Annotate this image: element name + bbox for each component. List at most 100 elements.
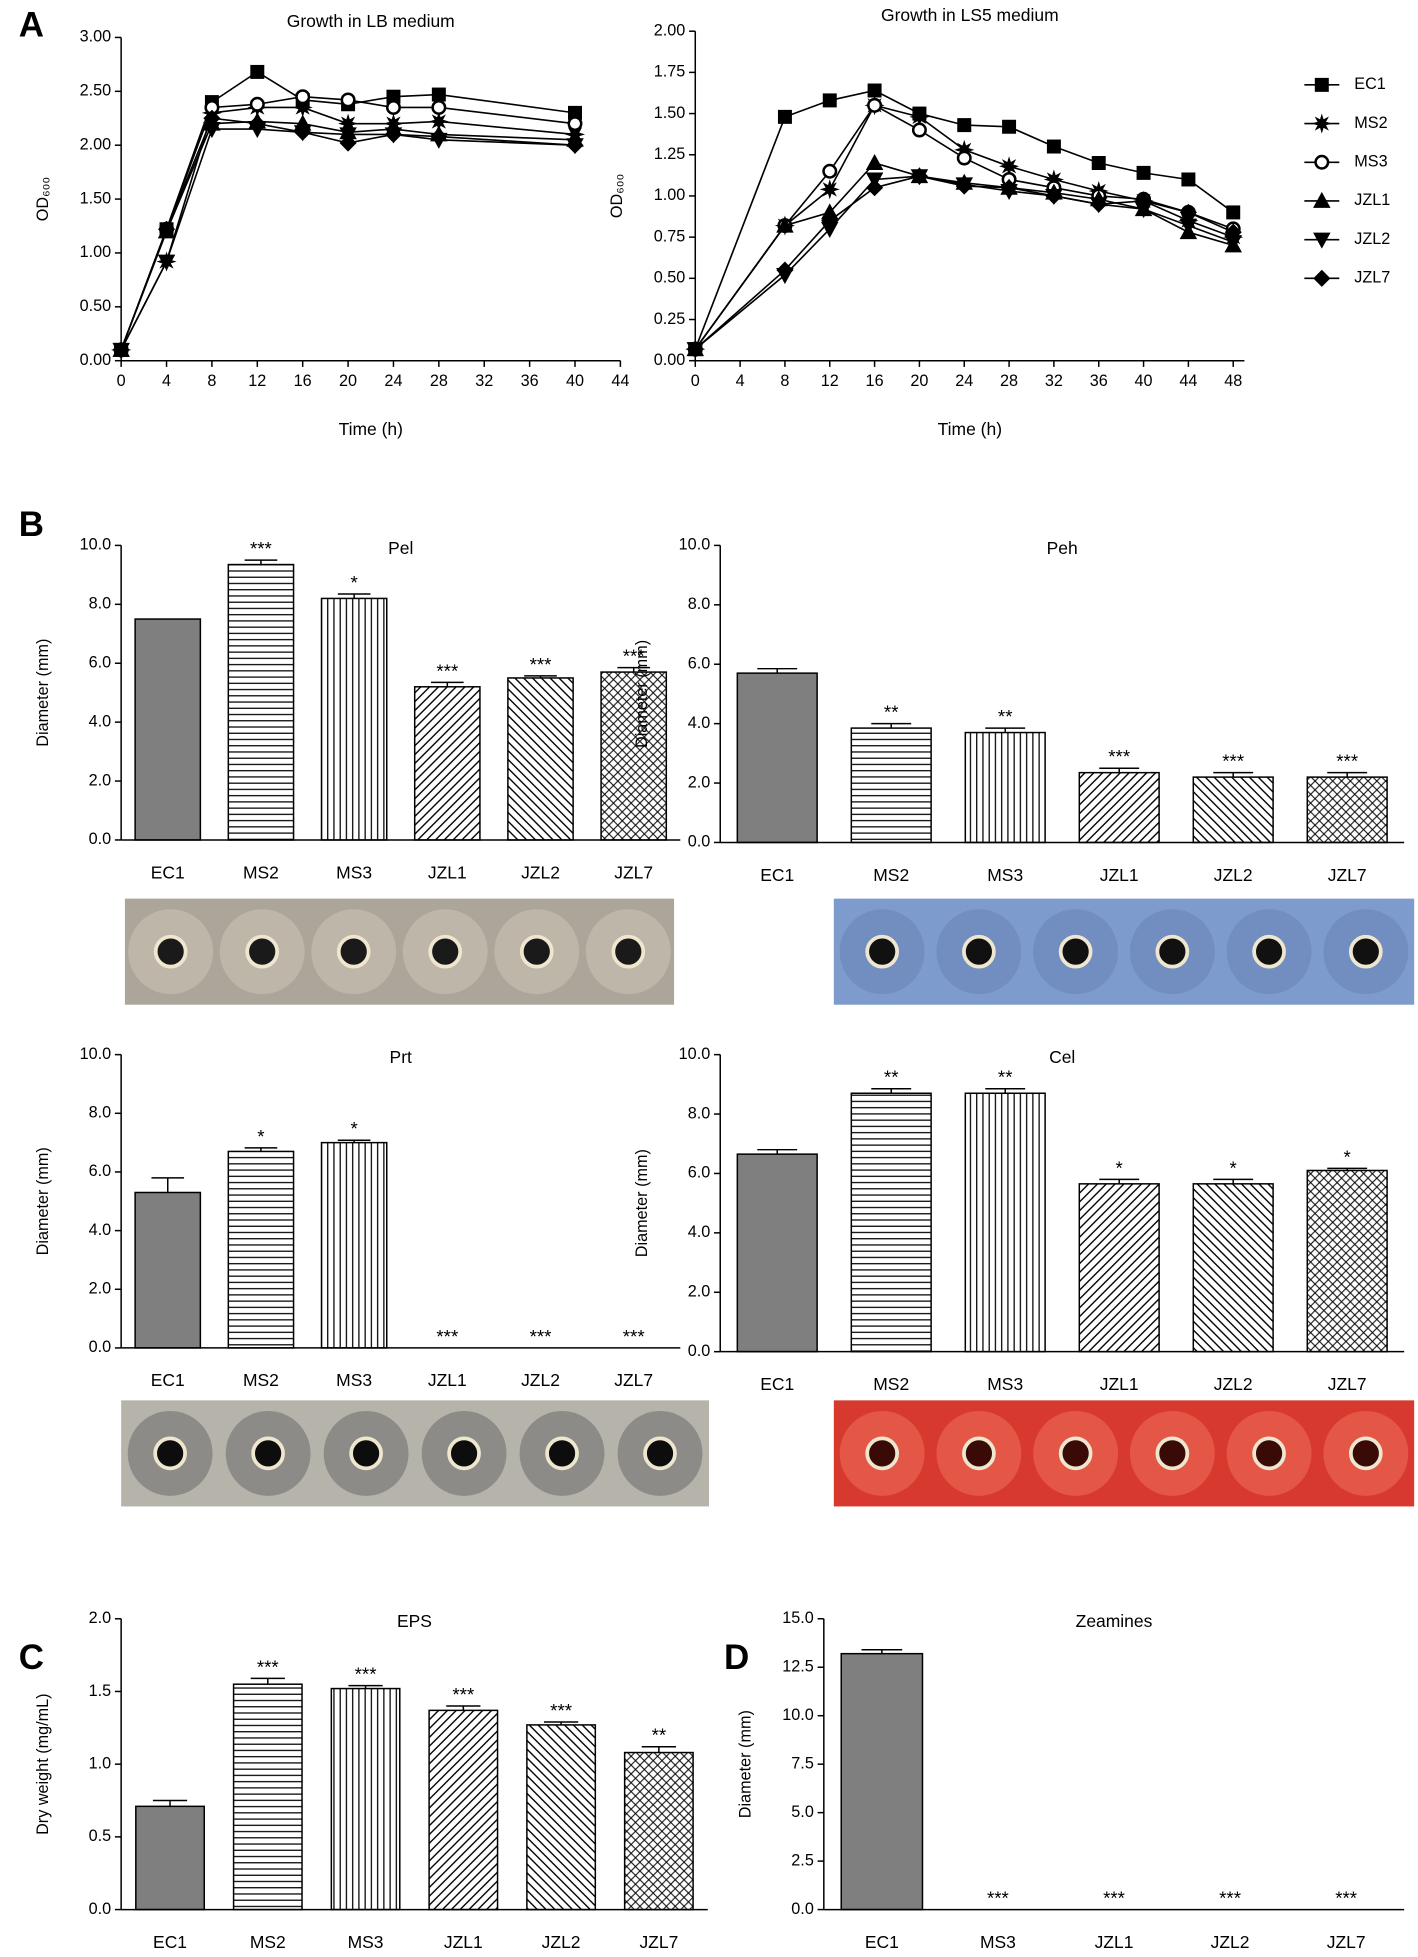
y-tick-label: 6.0 bbox=[688, 1164, 711, 1182]
x-tick-label: JZL7 bbox=[614, 1370, 653, 1390]
x-tick-label: MS2 bbox=[873, 865, 909, 885]
y-tick-label: 8.0 bbox=[688, 595, 711, 613]
x-tick-label: JZL7 bbox=[614, 862, 653, 882]
x-tick-label: 0 bbox=[117, 372, 126, 390]
y-tick-label: 8.0 bbox=[688, 1104, 711, 1122]
error-bar bbox=[337, 593, 371, 599]
marker bbox=[431, 87, 446, 102]
x-tick-label: 44 bbox=[1179, 372, 1197, 390]
panel-label: C bbox=[19, 1638, 44, 1677]
significance: *** bbox=[1108, 746, 1130, 767]
bar bbox=[1306, 1169, 1388, 1353]
marker bbox=[157, 220, 176, 238]
marker bbox=[1091, 156, 1106, 170]
chart-title: EPS bbox=[397, 1611, 432, 1631]
y-axis-label: Diameter (mm) bbox=[34, 1147, 52, 1255]
y-tick-label: 1.50 bbox=[80, 189, 112, 207]
x-tick-label: JZL2 bbox=[521, 862, 560, 882]
legend-label: JZL1 bbox=[1354, 191, 1390, 209]
x-tick-label: JZL2 bbox=[521, 1370, 560, 1390]
chart-title: Growth in LB medium bbox=[287, 11, 455, 31]
marker bbox=[430, 128, 448, 146]
significance: * bbox=[1344, 1146, 1351, 1167]
error-bar bbox=[871, 722, 912, 729]
significance: *** bbox=[452, 1684, 474, 1705]
significance: *** bbox=[1336, 751, 1358, 772]
plate-well bbox=[245, 934, 280, 969]
bar bbox=[1192, 1183, 1274, 1353]
significance: *** bbox=[1103, 1888, 1125, 1909]
x-tick-label: MS3 bbox=[987, 865, 1023, 885]
y-axis-label: Dry weight (mg/mL) bbox=[34, 1693, 52, 1835]
marker bbox=[248, 115, 266, 133]
y-axis-label: Diameter (mm) bbox=[737, 1710, 755, 1818]
chart-title: Zeamines bbox=[1076, 1611, 1153, 1631]
significance: *** bbox=[530, 654, 552, 675]
y-tick-label: 10.0 bbox=[80, 536, 112, 554]
significance: ** bbox=[998, 1067, 1013, 1088]
error-bar bbox=[861, 1649, 903, 1654]
y-tick-label: 2.0 bbox=[89, 1280, 112, 1298]
significance: *** bbox=[623, 1326, 645, 1347]
x-tick-label: 12 bbox=[248, 372, 266, 390]
series-line bbox=[694, 175, 1234, 350]
plate-well bbox=[336, 934, 371, 969]
y-tick-label: 12.5 bbox=[782, 1658, 814, 1676]
significance: *** bbox=[436, 660, 458, 681]
x-tick-label: MS2 bbox=[873, 1374, 909, 1394]
error-bar bbox=[543, 1721, 579, 1725]
x-tick-label: JZL7 bbox=[1327, 1932, 1366, 1952]
marker bbox=[865, 153, 884, 170]
significance: * bbox=[1116, 1157, 1123, 1178]
y-tick-label: 0.50 bbox=[80, 297, 112, 315]
marker bbox=[955, 177, 973, 195]
y-tick-label: 0.75 bbox=[654, 227, 686, 245]
legend-label: MS2 bbox=[1354, 114, 1387, 132]
bar bbox=[413, 686, 481, 841]
plate-well bbox=[1155, 1436, 1190, 1471]
x-tick-label: 44 bbox=[611, 372, 629, 390]
x-tick-label: MS3 bbox=[348, 1932, 384, 1952]
marker bbox=[249, 96, 265, 112]
bar bbox=[840, 1652, 924, 1911]
marker bbox=[1313, 269, 1331, 287]
marker bbox=[1226, 205, 1241, 220]
marker bbox=[911, 122, 927, 138]
x-tick-label: EC1 bbox=[151, 862, 185, 882]
x-tick-label: JZL7 bbox=[1328, 865, 1367, 885]
plate-well bbox=[1058, 934, 1093, 969]
x-tick-label: MS3 bbox=[336, 1370, 372, 1390]
plate-well bbox=[1348, 1436, 1383, 1471]
x-tick-label: MS2 bbox=[243, 862, 279, 882]
marker bbox=[1314, 77, 1329, 92]
y-tick-label: 15.0 bbox=[782, 1609, 814, 1627]
marker bbox=[340, 92, 356, 108]
error-bar bbox=[152, 1799, 188, 1807]
y-tick-label: 2.50 bbox=[80, 82, 112, 100]
bar bbox=[1078, 1183, 1160, 1353]
bar bbox=[227, 563, 295, 841]
marker bbox=[385, 99, 401, 115]
bar bbox=[850, 727, 932, 844]
x-tick-label: JZL7 bbox=[1328, 1374, 1367, 1394]
y-tick-label: 10.0 bbox=[782, 1706, 814, 1724]
y-tick-label: 10.0 bbox=[679, 1045, 711, 1063]
marker bbox=[566, 136, 584, 154]
bar bbox=[623, 1751, 694, 1911]
error-bar bbox=[617, 666, 651, 673]
error-bar bbox=[641, 1745, 676, 1753]
plate-well bbox=[1155, 934, 1190, 969]
x-tick-label: JZL2 bbox=[1214, 865, 1253, 885]
y-tick-label: 2.5 bbox=[791, 1851, 814, 1869]
x-tick-label: 28 bbox=[1000, 372, 1018, 390]
x-tick-label: 48 bbox=[1224, 372, 1242, 390]
x-tick-label: 20 bbox=[910, 372, 928, 390]
error-bar bbox=[446, 1705, 481, 1711]
marker bbox=[956, 150, 972, 166]
chart-title: Cel bbox=[1049, 1047, 1075, 1067]
x-tick-label: JZL1 bbox=[444, 1932, 483, 1952]
bar bbox=[320, 597, 388, 841]
marker bbox=[1090, 195, 1108, 213]
y-tick-label: 0.0 bbox=[89, 1338, 112, 1356]
marker bbox=[1313, 191, 1331, 208]
